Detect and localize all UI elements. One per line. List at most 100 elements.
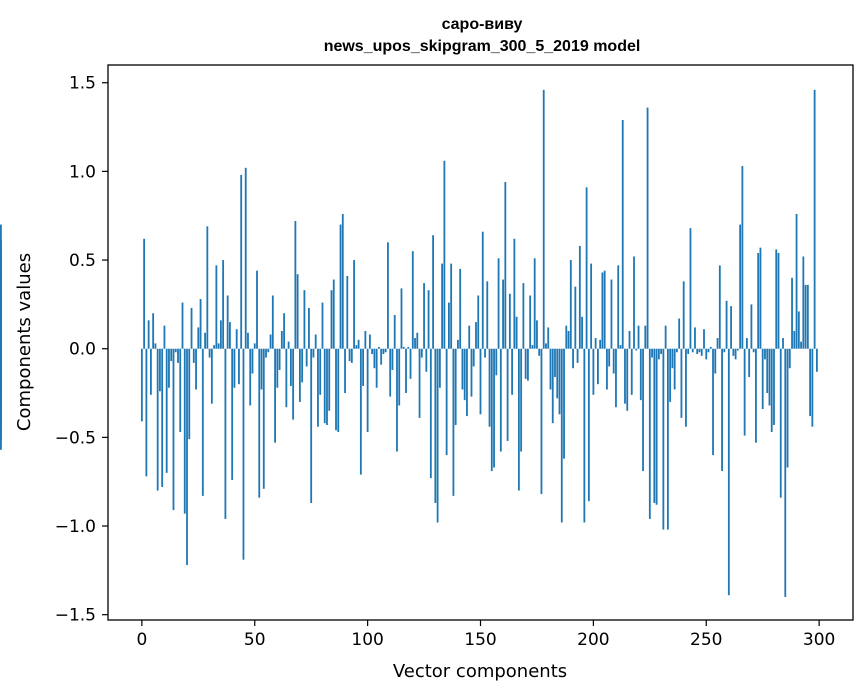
bar-144: [466, 348, 468, 417]
bar-44: [240, 174, 243, 349]
bar-148: [475, 322, 477, 349]
bar-50: [253, 343, 256, 349]
bar-207: [608, 348, 611, 367]
bar-15: [174, 348, 177, 353]
bar-226: [651, 348, 653, 358]
bar-298: [813, 89, 816, 349]
bar-88: [339, 224, 342, 349]
bar-183: [554, 348, 556, 378]
bar-57: [269, 334, 272, 349]
bar-220: [637, 325, 640, 349]
bar-269: [748, 348, 751, 378]
bar-181: [549, 348, 552, 390]
bar-239: [680, 348, 683, 418]
bar-200: [592, 348, 595, 395]
bar-225: [648, 348, 651, 519]
bar-20: [186, 348, 188, 566]
bar-21: [188, 348, 191, 440]
bar-136: [447, 302, 450, 349]
bar-264: [736, 348, 739, 351]
y-tick-label: 0.0: [69, 340, 96, 360]
bar-271: [752, 348, 755, 353]
bar-8: [159, 348, 161, 392]
bar-143: [463, 348, 466, 401]
bar-218: [633, 256, 635, 349]
bar-252: [709, 346, 712, 349]
bar-160: [502, 279, 504, 349]
bar-158: [497, 258, 500, 349]
bar-27: [201, 348, 204, 496]
bar-164: [511, 348, 514, 395]
bar-244: [691, 348, 694, 353]
bar-277: [766, 348, 769, 394]
bar-71: [301, 348, 304, 383]
bar-41: [233, 348, 236, 388]
bar-72: [303, 290, 306, 349]
bar-284: [782, 338, 784, 349]
bar-18: [181, 302, 184, 349]
bar-85: [332, 279, 335, 349]
bar-122: [416, 332, 419, 349]
bar-33: [215, 265, 218, 349]
bar-30: [208, 348, 211, 358]
bar-26: [199, 299, 202, 349]
bar-84: [330, 290, 333, 349]
bar-59: [274, 348, 276, 443]
bar-87: [337, 348, 340, 433]
x-tick-label: 100: [351, 630, 383, 650]
bar-251: [707, 348, 710, 353]
bar-39: [229, 322, 231, 349]
bar-106: [380, 348, 383, 365]
bar-40: [231, 348, 234, 480]
bar-10: [163, 325, 166, 349]
bar-193: [576, 348, 579, 363]
bar-123: [418, 348, 421, 418]
bar-275: [761, 348, 764, 409]
bar-285: [784, 348, 787, 597]
bar-195: [581, 316, 583, 349]
bar-90: [344, 348, 346, 394]
bar-249: [703, 329, 705, 349]
bar-115: [400, 288, 403, 349]
bar-112: [393, 315, 396, 349]
bar-278: [768, 348, 771, 406]
bar-212: [619, 345, 622, 349]
bar-270: [750, 304, 753, 349]
bar-34: [217, 343, 220, 349]
bar-31: [210, 348, 213, 404]
bar-293: [802, 256, 805, 349]
bar-141: [459, 268, 462, 349]
bar-66: [289, 348, 292, 386]
bar-266: [741, 166, 744, 349]
bar-233: [666, 348, 669, 530]
bar-104: [375, 348, 378, 388]
bar-268: [745, 338, 748, 349]
bar-186: [560, 348, 563, 523]
bar-222: [642, 348, 644, 472]
bar-217: [630, 348, 633, 395]
bar-113: [396, 348, 398, 452]
bar-47: [247, 332, 249, 349]
bar-52: [258, 348, 261, 498]
bar-201: [594, 338, 597, 349]
bar-250: [705, 348, 708, 360]
bar-95: [355, 345, 358, 349]
bar-60: [276, 348, 279, 388]
bar-28: [204, 332, 206, 349]
bar-55: [265, 348, 267, 358]
bar-172: [529, 295, 532, 349]
bar-197: [585, 187, 588, 349]
bar-169: [522, 283, 525, 349]
bar-274: [759, 247, 762, 349]
bar-108: [384, 348, 387, 353]
bar-63: [283, 313, 285, 349]
bar-92: [348, 348, 351, 362]
bar-196: [583, 348, 586, 523]
bar-167: [517, 348, 520, 491]
bar-100: [366, 348, 369, 433]
bar-240: [682, 281, 685, 349]
bar-140: [457, 339, 459, 349]
x-tick-label: 150: [464, 630, 496, 650]
y-tick-label: −1.5: [55, 606, 96, 626]
bar-248: [700, 348, 703, 356]
